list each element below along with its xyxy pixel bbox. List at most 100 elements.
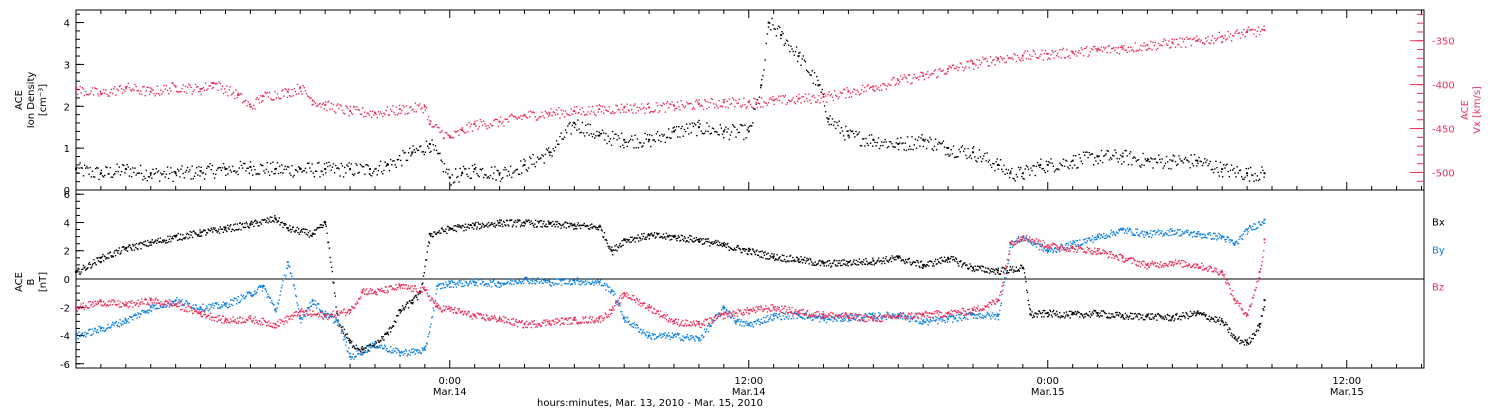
by-scatter-dot xyxy=(174,300,177,302)
density-point xyxy=(75,168,77,171)
density-scatter-dot xyxy=(996,158,998,160)
density-point xyxy=(697,126,700,129)
density-scatter-dot xyxy=(1172,154,1174,156)
bx-scatter-dot xyxy=(214,227,216,229)
bx-scatter-dot xyxy=(456,225,458,228)
bx-scatter-dot xyxy=(1183,315,1185,317)
density-scatter-dot xyxy=(1175,164,1178,167)
bx-scatter-dot xyxy=(1044,312,1047,314)
bx-scatter-dot xyxy=(848,261,851,263)
bx-scatter-dot xyxy=(616,249,618,252)
vx-scatter-dot xyxy=(201,88,203,90)
bx-scatter-dot xyxy=(1094,310,1096,312)
density-scatter-dot xyxy=(1076,167,1078,169)
vx-scatter-dot xyxy=(178,91,180,93)
density-scatter-dot xyxy=(599,133,602,135)
vx-scatter-dot xyxy=(839,91,841,94)
top-left-label-1: ACE xyxy=(14,90,25,110)
bx-scatter-dot xyxy=(806,257,808,260)
vx-scatter-dot xyxy=(596,104,598,107)
density-scatter-dot xyxy=(1013,178,1015,180)
vx-scatter-dot xyxy=(671,101,673,103)
by-scatter-dot xyxy=(340,332,343,334)
by-scatter-dot xyxy=(223,304,225,306)
vx-scatter-dot xyxy=(431,126,433,128)
vx-scatter-dot xyxy=(1174,46,1177,49)
by-scatter-dot xyxy=(384,345,387,348)
by-scatter-dot xyxy=(82,335,85,337)
by-scatter-dot xyxy=(221,304,223,306)
by-scatter-dot xyxy=(233,297,236,299)
density-scatter-dot xyxy=(1218,175,1220,177)
bx-scatter-dot xyxy=(165,239,168,242)
by-scatter-dot xyxy=(724,311,727,313)
by-scatter-dot xyxy=(766,315,769,317)
density-scatter-dot xyxy=(586,132,588,134)
vx-scatter-dot xyxy=(180,90,182,93)
vx-scatter-dot xyxy=(1198,38,1200,40)
density-scatter-dot xyxy=(867,144,870,147)
by-scatter-dot xyxy=(308,307,310,309)
bx-scatter-dot xyxy=(1261,315,1263,317)
vx-point xyxy=(598,108,601,111)
bx-scatter-dot xyxy=(1247,342,1249,345)
by-scatter-dot xyxy=(287,264,289,267)
by-scatter-dot xyxy=(647,335,650,338)
vx-scatter-dot xyxy=(493,119,495,122)
by-scatter-dot xyxy=(344,338,346,340)
bx-scatter-dot xyxy=(941,259,944,261)
vx-scatter-dot xyxy=(363,115,365,118)
bx-scatter-dot xyxy=(243,226,245,229)
vx-scatter-dot xyxy=(514,115,516,118)
vx-scatter-dot xyxy=(193,89,196,91)
vx-scatter-dot xyxy=(298,92,300,95)
density-scatter-dot xyxy=(495,179,497,181)
bx-scatter-dot xyxy=(594,227,597,229)
by-scatter-dot xyxy=(614,300,617,302)
by-scatter-dot xyxy=(211,304,213,307)
by-scatter-dot xyxy=(406,355,408,357)
by-scatter-dot xyxy=(271,299,273,302)
by-scatter-dot xyxy=(670,336,672,338)
bx-scatter-dot xyxy=(771,252,773,255)
vx-scatter-dot xyxy=(886,85,889,87)
bx-scatter-dot xyxy=(1002,266,1004,269)
vx-scatter-dot xyxy=(1211,35,1214,37)
bx-scatter-dot xyxy=(250,220,253,223)
bx-scatter-dot xyxy=(798,261,800,263)
density-point xyxy=(922,138,925,141)
vx-scatter-dot xyxy=(1036,57,1039,59)
density-point xyxy=(523,163,526,166)
bx-scatter-dot xyxy=(328,247,331,249)
by-scatter-dot xyxy=(111,321,114,324)
bx-scatter-dot xyxy=(749,248,751,251)
vx-scatter-dot xyxy=(631,108,633,111)
by-scatter-dot xyxy=(574,283,576,285)
density-scatter-dot xyxy=(395,166,397,168)
density-point xyxy=(1263,172,1266,175)
vx-scatter-dot xyxy=(423,104,425,106)
density-scatter-dot xyxy=(487,176,489,178)
vx-scatter-dot xyxy=(831,96,834,98)
by-scatter-dot xyxy=(253,290,256,292)
density-scatter-dot xyxy=(327,165,329,168)
by-scatter-dot xyxy=(563,279,565,281)
by-scatter-dot xyxy=(601,284,603,287)
vx-scatter-dot xyxy=(401,110,403,112)
bx-scatter-dot xyxy=(525,220,528,223)
density-scatter-dot xyxy=(700,130,702,132)
density-scatter-dot xyxy=(104,174,106,177)
bx-scatter-dot xyxy=(119,253,121,255)
bx-scatter-dot xyxy=(363,348,365,350)
bx-scatter-dot xyxy=(88,261,91,264)
density-scatter-dot xyxy=(570,133,572,135)
vx-scatter-dot xyxy=(1016,54,1019,57)
by-scatter-dot xyxy=(529,278,532,280)
density-scatter-dot xyxy=(974,156,976,158)
by-scatter-dot xyxy=(765,316,767,319)
bx-scatter-dot xyxy=(410,302,412,304)
density-scatter-dot xyxy=(927,139,929,142)
by-scatter-dot xyxy=(613,290,615,293)
vx-scatter-dot xyxy=(465,131,467,134)
by-scatter-dot xyxy=(356,350,358,352)
